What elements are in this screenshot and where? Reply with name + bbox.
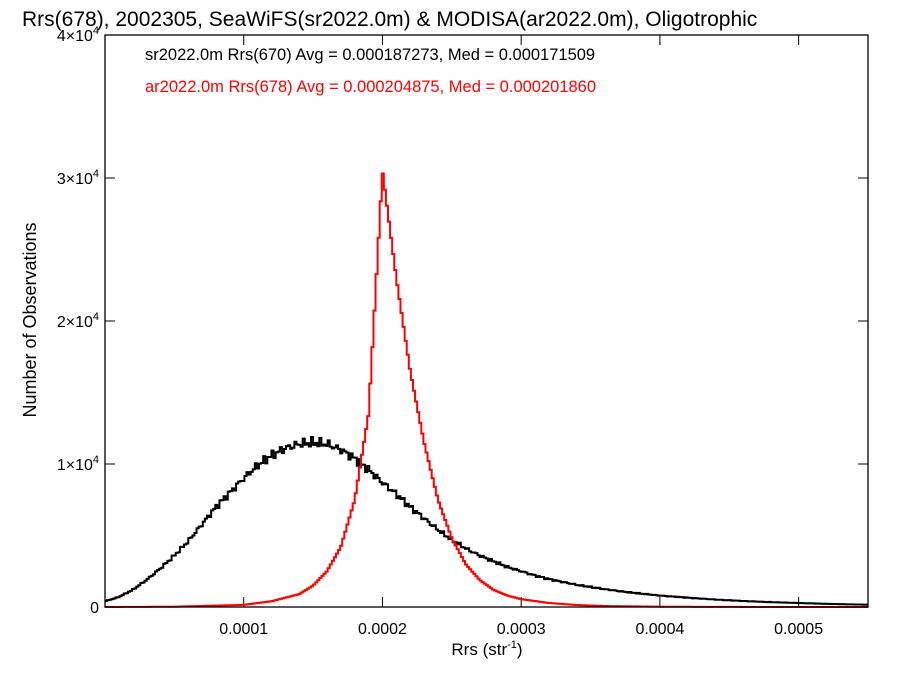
- y-tick-label: 0: [90, 600, 99, 617]
- x-tick-label: 0.0003: [497, 621, 546, 638]
- x-axis-label-suffix: ): [517, 640, 523, 659]
- x-axis-label: Rrs (str-1): [451, 639, 522, 659]
- axis-ticks: 0.0001 0.0002 0.0003 0.0004 0.000501×1042×10…: [57, 25, 868, 638]
- y-tick-label: 1×104: [57, 454, 99, 474]
- y-tick-label-mantissa: 0: [90, 600, 99, 617]
- x-tick-label: 0.0005: [774, 621, 823, 638]
- x-axis-label-main: Rrs (str: [451, 640, 507, 659]
- y-tick-label-exponent: 4: [93, 25, 99, 37]
- x-tick-label: 0.0002: [358, 621, 407, 638]
- histogram-series: [105, 172, 868, 608]
- y-tick-label: 3×104: [57, 168, 99, 188]
- y-tick-label-mantissa: 2×10: [57, 314, 93, 331]
- y-tick-label-exponent: 4: [93, 311, 99, 323]
- legend-entry-ar2022: ar2022.0m Rrs(678) Avg = 0.000204875, Me…: [145, 78, 596, 96]
- y-tick-label-exponent: 4: [93, 168, 99, 180]
- y-tick-label-mantissa: 4×10: [57, 28, 93, 45]
- plot-frame: [104, 34, 869, 608]
- x-tick-label: 0.0001: [219, 621, 268, 638]
- series-ar2022-histogram: [105, 172, 868, 608]
- series-sr2022-histogram: [105, 436, 868, 606]
- x-tick-label: 0.0004: [635, 621, 684, 638]
- chart-title: Rrs(678), 2002305, SeaWiFS(sr2022.0m) & …: [22, 8, 757, 31]
- y-tick-label: 2×104: [57, 311, 99, 331]
- y-tick-label-mantissa: 1×10: [57, 457, 93, 474]
- y-tick-label: 4×104: [57, 25, 99, 45]
- y-axis-label: Number of Observations: [20, 222, 40, 417]
- legend-entry-sr2022: sr2022.0m Rrs(670) Avg = 0.000187273, Me…: [145, 46, 595, 64]
- y-tick-label-mantissa: 3×10: [57, 171, 93, 188]
- x-axis-label-exponent: -1: [507, 639, 517, 651]
- y-tick-label-exponent: 4: [93, 454, 99, 466]
